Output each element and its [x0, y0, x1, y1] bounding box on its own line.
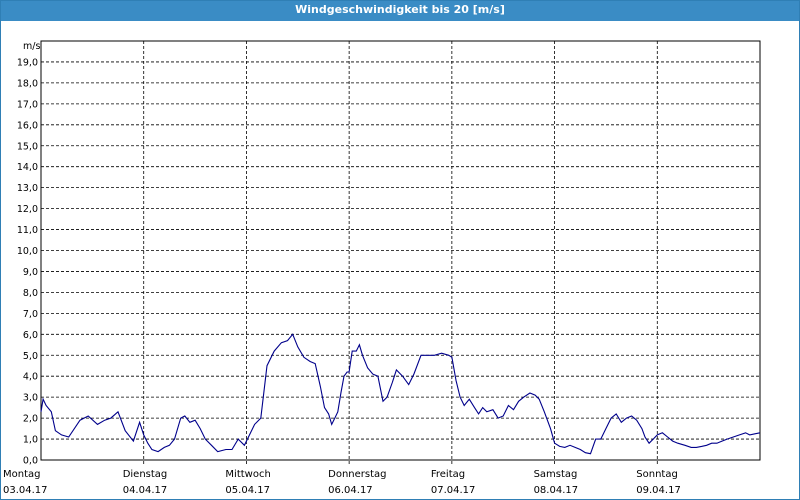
y-tick-label: 3,0 — [23, 393, 38, 404]
y-tick-label: 8,0 — [23, 288, 38, 299]
day-date-label: 07.04.17 — [431, 485, 476, 496]
day-date-label: 05.04.17 — [225, 485, 270, 496]
y-tick-label: 1,0 — [23, 435, 38, 446]
day-name-label: Donnerstag — [328, 469, 386, 480]
day-date-label: 04.04.17 — [123, 485, 168, 496]
day-date-label: 06.04.17 — [328, 485, 373, 496]
y-tick-label: 5,0 — [23, 351, 38, 362]
day-name-label: Dienstag — [123, 469, 168, 480]
day-date-label: 03.04.17 — [3, 485, 48, 496]
y-tick-label: 17,0 — [17, 99, 38, 110]
day-date-label: 09.04.17 — [636, 485, 681, 496]
plot-frame — [40, 40, 761, 461]
y-tick-label: 18,0 — [17, 78, 38, 89]
y-tick-label: 0,0 — [23, 456, 38, 467]
y-tick-label: 19,0 — [17, 57, 38, 68]
day-name-label: Freitag — [431, 469, 465, 480]
y-tick-label: 15,0 — [17, 141, 38, 152]
day-name-label: Montag — [3, 469, 40, 480]
y-tick-label: 4,0 — [23, 372, 38, 383]
grid-lines — [41, 41, 760, 464]
window-title: Windgeschwindigkeit bis 20 [m/s] — [1, 1, 799, 21]
y-tick-label: 12,0 — [17, 204, 38, 215]
y-tick-label: 11,0 — [17, 225, 38, 236]
y-axis-label: m/s — [23, 41, 40, 52]
y-tick-label: 9,0 — [23, 267, 38, 278]
y-tick-label: 16,0 — [17, 120, 38, 131]
y-tick-label: 13,0 — [17, 183, 38, 194]
y-tick-label: 6,0 — [23, 330, 38, 341]
x-axis-labels: Montag 03.04.17 Dienstag 04.04.17 Mittwoch 05… — [3, 469, 681, 496]
day-name-label: Samstag — [534, 469, 578, 480]
y-tick-label: 10,0 — [17, 246, 38, 257]
y-axis-ticks: 0,0 1,0 2,0 3,0 4,0 5,0 6,0 7,0 8,0 9,0 10,0 11,0 12… — [17, 57, 38, 466]
y-tick-label: 14,0 — [17, 162, 38, 173]
y-tick-label: 2,0 — [23, 414, 38, 425]
y-tick-label: 7,0 — [23, 309, 38, 320]
day-name-label: Mittwoch — [225, 469, 270, 480]
day-name-label: Sonntag — [636, 469, 678, 480]
wind-speed-line — [40, 333, 761, 455]
day-date-label: 08.04.17 — [534, 485, 579, 496]
